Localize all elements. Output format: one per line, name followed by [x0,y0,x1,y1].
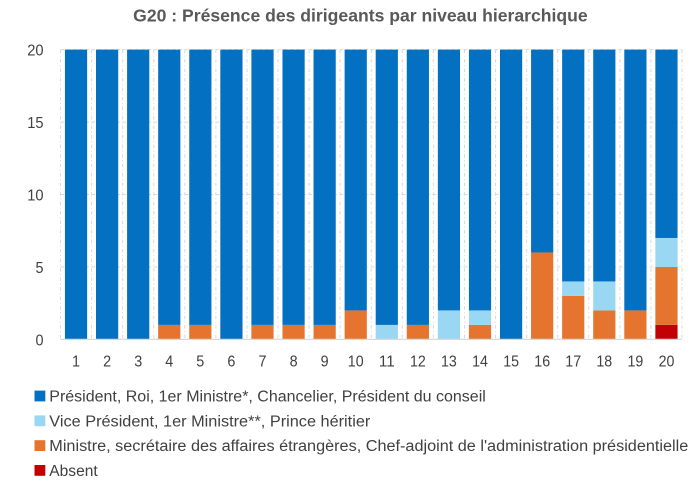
svg-text:14: 14 [472,354,488,371]
svg-text:10: 10 [27,188,43,205]
svg-text:13: 13 [441,354,457,371]
svg-text:Vice Président, 1er Ministre**: Vice Président, 1er Ministre**, Prince h… [49,413,370,430]
svg-text:12: 12 [410,354,426,371]
svg-text:18: 18 [596,354,612,371]
svg-text:20: 20 [27,43,43,60]
svg-text:Absent: Absent [49,463,98,480]
svg-text:16: 16 [534,354,550,371]
svg-text:Président, Roi, 1er Ministre*,: Président, Roi, 1er Ministre*, Chancelie… [49,389,486,406]
svg-text:5: 5 [36,260,44,277]
svg-text:5: 5 [196,354,204,371]
svg-text:15: 15 [27,115,43,132]
svg-text:6: 6 [227,354,235,371]
svg-text:G20 : Présence des dirigeants: G20 : Présence des dirigeants par niveau… [133,6,588,26]
svg-text:4: 4 [165,354,173,371]
svg-text:11: 11 [379,354,395,371]
svg-text:2: 2 [103,354,111,371]
svg-text:1: 1 [72,354,80,371]
svg-text:15: 15 [503,354,519,371]
svg-text:7: 7 [259,354,267,371]
svg-text:0: 0 [36,333,44,350]
svg-text:17: 17 [565,354,581,371]
svg-text:20: 20 [659,354,675,371]
svg-text:8: 8 [290,354,298,371]
svg-text:Ministre, secrétaire des affai: Ministre, secrétaire des affaires étrang… [49,438,688,455]
svg-text:19: 19 [628,354,644,371]
svg-text:3: 3 [134,354,142,371]
svg-text:9: 9 [321,354,329,371]
svg-text:10: 10 [348,354,364,371]
